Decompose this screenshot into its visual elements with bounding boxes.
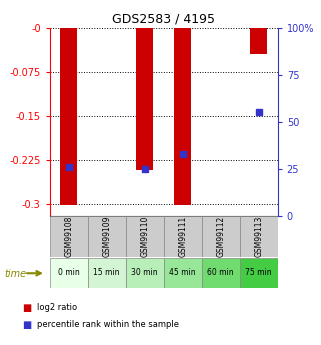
Text: 15 min: 15 min [93, 268, 120, 277]
Bar [164, 258, 202, 288]
Bar [202, 258, 240, 288]
Text: 45 min: 45 min [169, 268, 196, 277]
Bar [136, 28, 153, 170]
Text: ■: ■ [22, 303, 32, 313]
Text: GSM99113: GSM99113 [254, 216, 263, 257]
Text: time: time [5, 269, 27, 278]
Title: GDS2583 / 4195: GDS2583 / 4195 [112, 12, 215, 25]
Text: GSM99109: GSM99109 [102, 216, 111, 257]
Bar [126, 258, 164, 288]
Bar [174, 28, 191, 205]
Text: GSM99108: GSM99108 [64, 216, 73, 257]
Bar [88, 258, 126, 288]
Bar [240, 258, 278, 288]
Bar [50, 258, 88, 288]
Text: log2 ratio: log2 ratio [37, 303, 77, 312]
Bar [240, 216, 278, 257]
Bar [126, 216, 164, 257]
Text: GSM99110: GSM99110 [140, 216, 149, 257]
Bar [250, 28, 267, 54]
Bar [50, 216, 88, 257]
Text: GSM99111: GSM99111 [178, 216, 187, 257]
Text: percentile rank within the sample: percentile rank within the sample [37, 321, 179, 329]
Bar [60, 28, 77, 205]
Text: 60 min: 60 min [207, 268, 234, 277]
Bar [164, 216, 202, 257]
Bar [88, 216, 126, 257]
Text: 0 min: 0 min [58, 268, 80, 277]
Text: GSM99112: GSM99112 [216, 216, 225, 257]
Text: ■: ■ [22, 320, 32, 330]
Text: 30 min: 30 min [131, 268, 158, 277]
Text: 75 min: 75 min [245, 268, 272, 277]
Bar [202, 216, 240, 257]
